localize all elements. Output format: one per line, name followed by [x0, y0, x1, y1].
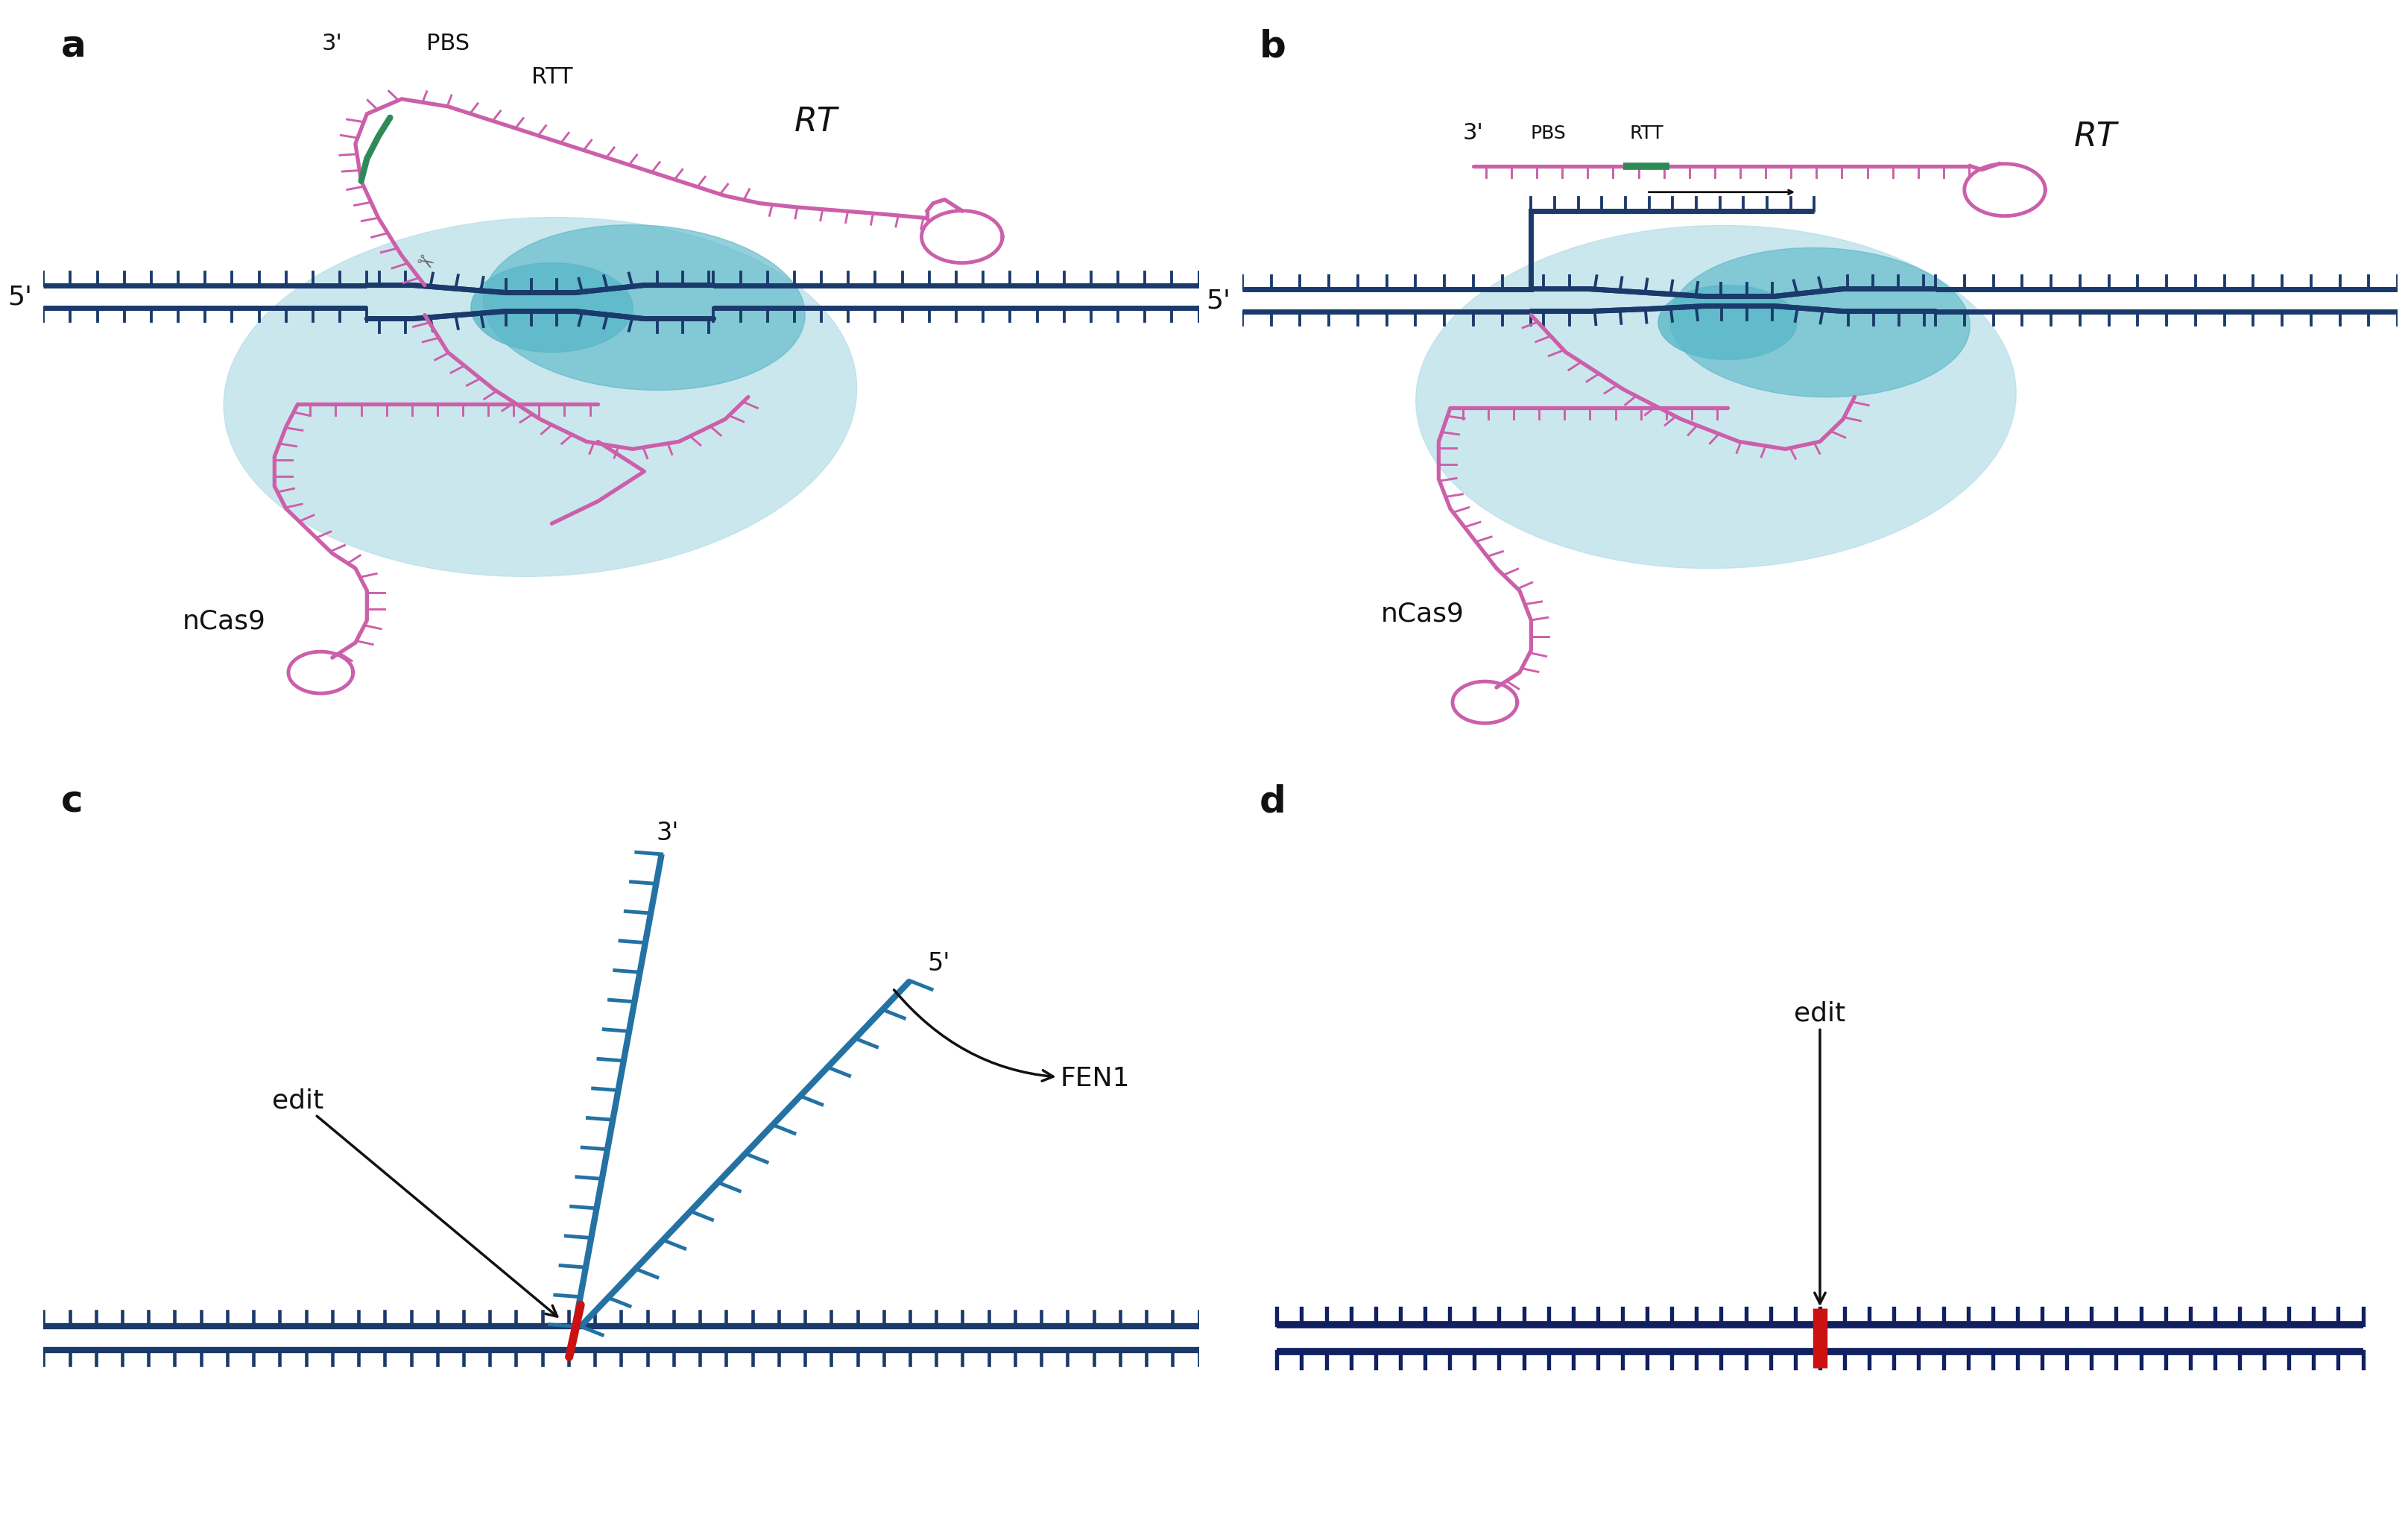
Text: b: b: [1259, 29, 1286, 65]
Text: RT: RT: [2073, 122, 2117, 154]
Text: c: c: [60, 784, 82, 819]
Text: nCas9: nCas9: [183, 608, 265, 634]
Text: PBS: PBS: [1531, 125, 1565, 143]
Ellipse shape: [1671, 248, 1970, 398]
Text: FEN1: FEN1: [893, 990, 1129, 1090]
Ellipse shape: [1659, 286, 1796, 360]
Text: PBS: PBS: [426, 33, 470, 55]
Text: edit: edit: [1794, 1000, 1847, 1304]
Text: RT: RT: [795, 106, 838, 138]
Text: nCas9: nCas9: [1380, 600, 1464, 626]
Text: d: d: [1259, 784, 1286, 819]
Text: a: a: [60, 29, 87, 65]
Text: 3': 3': [323, 33, 342, 55]
Ellipse shape: [1416, 226, 2015, 568]
Text: 5': 5': [7, 284, 31, 310]
Text: RTT: RTT: [532, 67, 573, 88]
Text: RTT: RTT: [1630, 125, 1664, 143]
Text: 5': 5': [1206, 287, 1230, 313]
Ellipse shape: [484, 225, 804, 391]
Text: 3': 3': [1464, 123, 1483, 144]
Text: ✂: ✂: [412, 251, 438, 277]
Ellipse shape: [472, 263, 633, 353]
Text: 5': 5': [927, 950, 951, 976]
Text: edit: edit: [272, 1087, 556, 1316]
Ellipse shape: [224, 217, 857, 578]
Text: 3': 3': [655, 821, 679, 845]
